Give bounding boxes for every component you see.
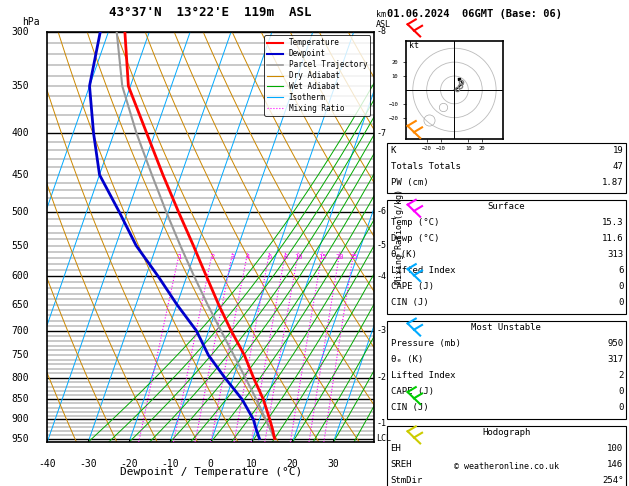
Text: 0: 0 [618,387,623,397]
Text: 25: 25 [350,254,358,260]
Text: 313: 313 [607,250,623,260]
Text: -7: -7 [376,129,386,138]
Text: θₑ (K): θₑ (K) [391,355,423,364]
Text: 3: 3 [231,254,235,260]
Text: -10: -10 [161,459,179,469]
Text: kt: kt [409,41,419,50]
Text: 4: 4 [245,254,250,260]
Text: 15: 15 [318,254,326,260]
Text: 0: 0 [618,282,623,292]
Text: StmDir: StmDir [391,476,423,486]
Text: 8: 8 [284,254,287,260]
Text: -40: -40 [38,459,56,469]
Text: 0: 0 [618,298,623,308]
Text: 900: 900 [11,415,29,424]
Text: Lifted Index: Lifted Index [391,266,455,276]
Text: 19: 19 [613,146,623,155]
Legend: Temperature, Dewpoint, Parcel Trajectory, Dry Adiabat, Wet Adiabat, Isotherm, Mi: Temperature, Dewpoint, Parcel Trajectory… [264,35,370,116]
Text: 400: 400 [11,128,29,138]
Text: Surface: Surface [487,202,525,211]
Text: 20: 20 [287,459,298,469]
Text: Mixing Ratio (g/kg): Mixing Ratio (g/kg) [395,190,404,284]
Text: 950: 950 [607,339,623,348]
Text: Lifted Index: Lifted Index [391,371,455,381]
Text: 6: 6 [267,254,272,260]
Text: -5: -5 [376,241,386,250]
Text: 2: 2 [618,371,623,381]
Text: 11.6: 11.6 [602,234,623,243]
Text: 0: 0 [208,459,214,469]
Text: Dewp (°C): Dewp (°C) [391,234,439,243]
Text: -1: -1 [376,419,386,428]
Text: CIN (J): CIN (J) [391,298,428,308]
Text: 450: 450 [11,170,29,180]
Text: CAPE (J): CAPE (J) [391,387,433,397]
Text: 10: 10 [294,254,303,260]
Text: 700: 700 [11,326,29,336]
Text: 43°37'N  13°22'E  119m  ASL: 43°37'N 13°22'E 119m ASL [109,6,312,19]
Text: -8: -8 [376,27,386,36]
Text: Hodograph: Hodograph [482,428,530,437]
Text: LCL: LCL [376,434,391,443]
Text: 6: 6 [618,266,623,276]
Text: 2: 2 [210,254,214,260]
Text: 650: 650 [11,299,29,310]
Text: -30: -30 [79,459,97,469]
Text: 15.3: 15.3 [602,218,623,227]
Text: 750: 750 [11,350,29,360]
Text: 20: 20 [336,254,344,260]
Text: 100: 100 [607,444,623,453]
Text: -3: -3 [376,326,386,335]
Text: CAPE (J): CAPE (J) [391,282,433,292]
Text: 254°: 254° [602,476,623,486]
Text: 30: 30 [328,459,339,469]
Text: 0: 0 [618,403,623,413]
Text: 600: 600 [11,271,29,281]
Text: 1.87: 1.87 [602,178,623,187]
Text: 317: 317 [607,355,623,364]
Text: 1: 1 [177,254,182,260]
Text: -6: -6 [376,208,386,216]
Text: 850: 850 [11,394,29,404]
Text: PW (cm): PW (cm) [391,178,428,187]
Text: 800: 800 [11,373,29,383]
Text: EH: EH [391,444,401,453]
Text: SREH: SREH [391,460,412,469]
Text: 146: 146 [607,460,623,469]
Text: 47: 47 [613,162,623,171]
Text: -2: -2 [376,373,386,382]
Text: km
ASL: km ASL [376,11,391,29]
Text: 550: 550 [11,241,29,251]
Text: -20: -20 [120,459,138,469]
Text: 500: 500 [11,207,29,217]
Text: hPa: hPa [22,17,40,27]
Text: Temp (°C): Temp (°C) [391,218,439,227]
Text: Most Unstable: Most Unstable [471,323,542,332]
Text: 01.06.2024  06GMT (Base: 06): 01.06.2024 06GMT (Base: 06) [387,9,562,19]
Text: 10: 10 [246,459,257,469]
Text: K: K [391,146,396,155]
Text: © weatheronline.co.uk: © weatheronline.co.uk [454,462,559,471]
Text: Pressure (mb): Pressure (mb) [391,339,460,348]
Text: Dewpoint / Temperature (°C): Dewpoint / Temperature (°C) [120,467,302,477]
Text: CIN (J): CIN (J) [391,403,428,413]
Text: Totals Totals: Totals Totals [391,162,460,171]
Text: 350: 350 [11,81,29,91]
Text: -4: -4 [376,272,386,281]
Text: θₑ(K): θₑ(K) [391,250,418,260]
Text: 950: 950 [11,434,29,444]
Text: 300: 300 [11,27,29,36]
